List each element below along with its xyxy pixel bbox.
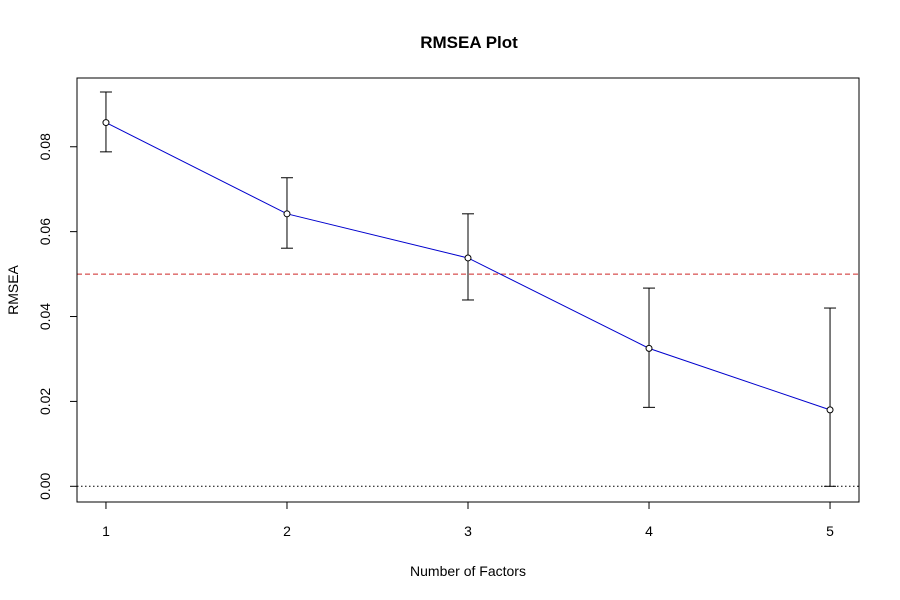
data-points	[102, 119, 834, 414]
x-tick-label-1: 1	[102, 523, 110, 539]
chart-title: RMSEA Plot	[420, 33, 518, 52]
x-tick-label-5: 5	[826, 523, 834, 539]
data-point-4	[645, 344, 653, 352]
data-point-1	[102, 119, 110, 127]
y-tick-label-0: 0.00	[37, 472, 53, 499]
y-axis-label: RMSEA	[5, 264, 21, 314]
reference-lines	[77, 273, 859, 487]
x-tick-label-2: 2	[283, 523, 291, 539]
x-tick-label-3: 3	[464, 523, 472, 539]
y-tick-label-3: 0.06	[37, 218, 53, 245]
x-tick-label-4: 4	[645, 523, 653, 539]
x-axis: 1 2 3 4 5	[102, 501, 834, 539]
error-bars	[99, 91, 837, 487]
data-point-3	[464, 254, 472, 262]
data-point-2	[283, 210, 291, 218]
x-axis-label: Number of Factors	[410, 563, 526, 579]
y-tick-label-4: 0.08	[37, 133, 53, 160]
data-point-5	[826, 406, 834, 414]
y-tick-label-2: 0.04	[37, 303, 53, 330]
error-bar-5	[824, 307, 837, 487]
y-tick-label-1: 0.02	[37, 388, 53, 415]
y-axis: 0.00 0.02 0.04 0.06 0.08	[37, 133, 78, 500]
